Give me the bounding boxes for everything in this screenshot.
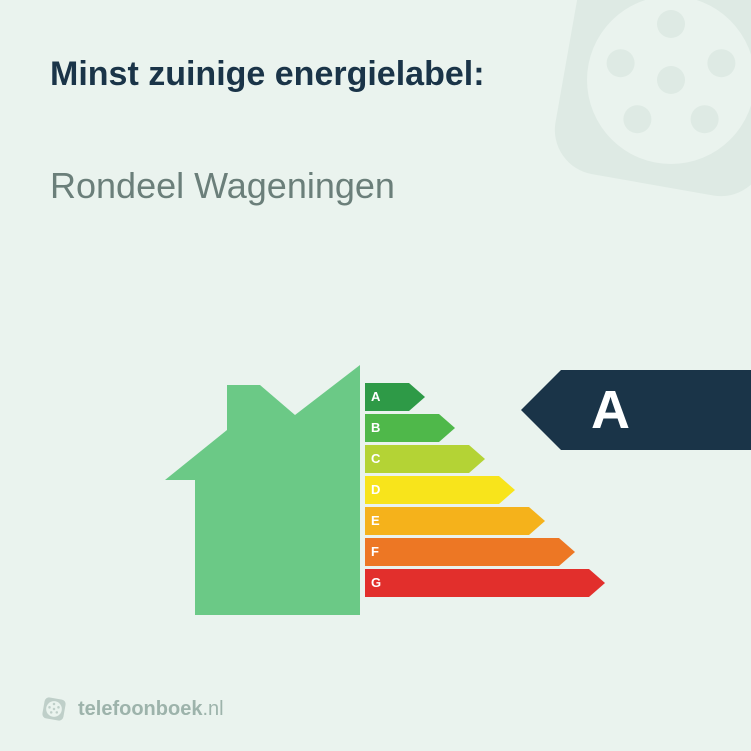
bar-letter: A [371,383,380,411]
footer: telefoonboek.nl [40,695,224,723]
footer-brand-bold: telefoonboek [78,698,202,720]
house-icon [165,365,360,615]
rating-badge: A [521,370,751,450]
bar-shape [365,569,605,597]
bar-letter: G [371,569,381,597]
bar-shape [365,538,575,566]
footer-brand-suffix: .nl [202,698,223,720]
energy-bar-d: D [365,476,745,504]
energy-bar-f: F [365,538,745,566]
bar-letter: B [371,414,380,442]
footer-brand: telefoonboek.nl [78,698,224,721]
footer-logo-icon [40,695,68,723]
page-subtitle: Rondeel Wageningen [50,165,395,207]
badge-shape [521,370,751,450]
bar-shape [365,507,545,535]
energy-bar-g: G [365,569,745,597]
bar-shape [365,476,515,504]
energy-bar-e: E [365,507,745,535]
watermark-icon [531,0,751,220]
bar-letter: E [371,507,380,535]
bar-letter: F [371,538,379,566]
bar-shape [365,445,485,473]
bar-letter: C [371,445,380,473]
badge-letter: A [591,370,630,450]
page-title: Minst zuinige energielabel: [50,55,485,94]
bar-letter: D [371,476,380,504]
